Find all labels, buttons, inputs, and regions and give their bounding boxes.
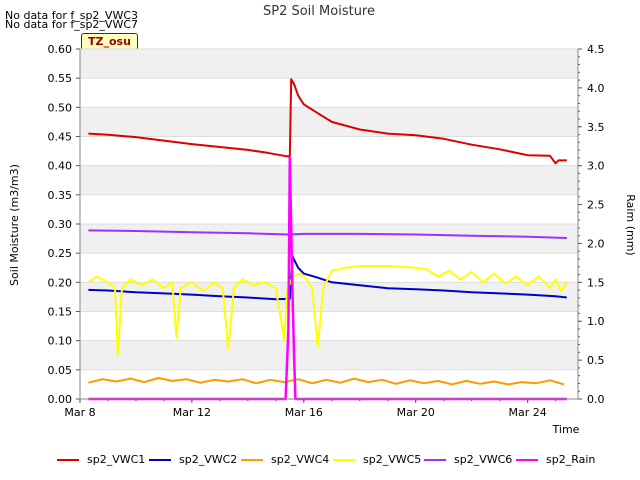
grid-band (80, 282, 578, 312)
grid-band (80, 78, 578, 108)
y2-tick-label: 1.5 (587, 276, 605, 289)
series-line-sp2_VWC2 (88, 255, 567, 301)
legend-item-sp2_VWC2: sp2_VWC2 (149, 452, 237, 468)
y-tick-label: 0.35 (48, 189, 73, 202)
y-tick-label: 0.05 (48, 364, 73, 377)
legend-swatch (516, 459, 538, 461)
y-tick-label: 0.55 (48, 72, 73, 85)
chart-legend: sp2_VWC1 sp2_VWC2 sp2_VWC4 sp2_VWC5 sp2_VWC6… (0, 452, 640, 470)
y2-tick-label: 4.0 (587, 82, 605, 95)
y-tick-label: 0.50 (48, 101, 73, 114)
legend-label: sp2_VWC4 (271, 453, 330, 466)
soil-moisture-chart: 0.00 0.05 0.10 0.15 0.20 0.25 0.30 0.35 0.40 0.45… (8, 4, 637, 436)
legend-label: sp2_Rain (546, 453, 596, 466)
y2-tick-label: 2.5 (587, 199, 605, 212)
y-tick-label: 0.10 (48, 335, 73, 348)
y-tick-label: 0.60 (48, 43, 73, 56)
legend-swatch (424, 459, 446, 461)
legend-swatch (241, 459, 263, 461)
grid-band (80, 340, 578, 370)
legend-label: sp2_VWC1 (87, 453, 146, 466)
y-tick-label: 0.45 (48, 131, 73, 144)
y2-tick-label: 3.5 (587, 121, 605, 134)
no-data-note-vwc3: No data for f_sp2_VWC3 (5, 9, 139, 22)
y2-tick-label: 1.0 (587, 315, 605, 328)
y2-tick-label: 0.0 (587, 393, 605, 406)
x-tick-label: Mar 8 (64, 406, 95, 419)
y-tick-label: 0.15 (48, 306, 73, 319)
y2-axis-label: Raim (mm) (624, 194, 637, 255)
grid-band (80, 49, 578, 79)
x-tick-label: Mar 12 (173, 406, 211, 419)
no-data-note-vwc7: No data for f_sp2_VWC7 (5, 18, 139, 31)
legend-item-sp2_Rain: sp2_Rain (516, 452, 595, 468)
legend-item-sp2_VWC6: sp2_VWC6 (424, 452, 512, 468)
y-tick-label: 0.40 (48, 160, 73, 173)
grid-band (80, 107, 578, 137)
y-tick-label: 0.00 (48, 393, 73, 406)
series-line-sp2_VWC1 (88, 78, 567, 165)
grid-band (80, 224, 578, 254)
grid-band (80, 194, 578, 224)
legend-item-sp2_VWC1: sp2_VWC1 (57, 452, 145, 468)
series-line-sp2_VWC4 (88, 377, 565, 386)
grid-band (80, 165, 578, 195)
chart-title: SP2 Soil Moisture (263, 4, 375, 19)
y-tick-label: 0.20 (48, 276, 73, 289)
legend-swatch (333, 459, 355, 461)
legend-swatch (57, 459, 79, 461)
y-tick-label: 0.25 (48, 247, 73, 260)
y2-tick-label: 2.0 (587, 237, 605, 250)
series-line-sp2_Rain (88, 156, 567, 401)
legend-label: sp2_VWC6 (454, 453, 513, 466)
y2-tick-label: 0.5 (587, 354, 605, 367)
series-line-sp2_VWC6 (88, 229, 567, 239)
legend-swatch (149, 459, 171, 461)
legend-label: sp2_VWC5 (363, 453, 422, 466)
y2-tick-label: 3.0 (587, 160, 605, 173)
x-tick-label: Mar 24 (509, 406, 547, 419)
x-axis-label: Time (552, 423, 580, 436)
x-tick-label: Mar 20 (397, 406, 435, 419)
y-axis-label: Soil Moisture (m3/m3) (8, 164, 21, 286)
legend-item-sp2_VWC4: sp2_VWC4 (241, 452, 329, 468)
timezone-badge: TZ_osu (81, 33, 138, 51)
grid-band (80, 311, 578, 341)
series-line-sp2_VWC5 (87, 265, 568, 357)
y2-tick-label: 4.5 (587, 43, 605, 56)
legend-label: sp2_VWC2 (179, 453, 238, 466)
y-tick-label: 0.30 (48, 218, 73, 231)
legend-item-sp2_VWC5: sp2_VWC5 (333, 452, 421, 468)
grid-band (80, 369, 578, 399)
x-tick-label: Mar 16 (285, 406, 323, 419)
